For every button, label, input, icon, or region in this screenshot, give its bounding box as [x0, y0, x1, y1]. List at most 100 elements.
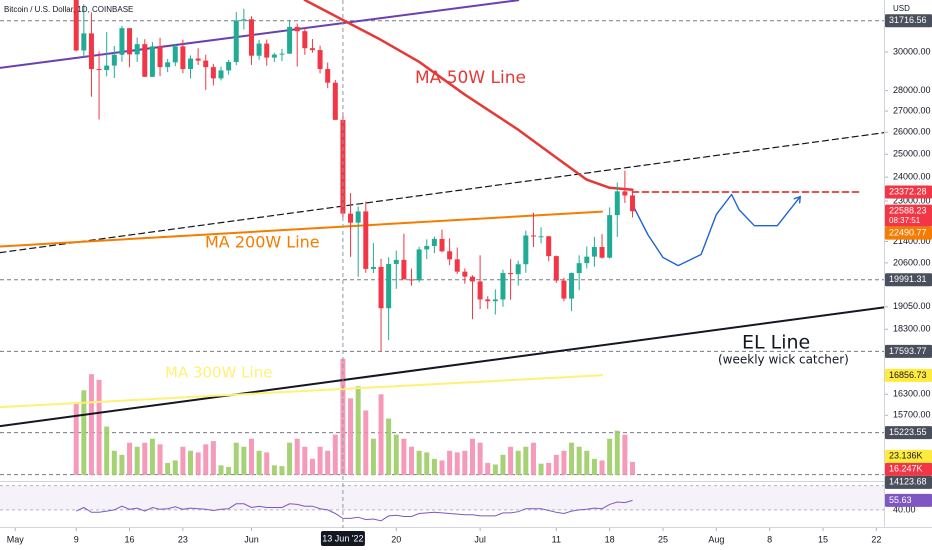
rsi-pane	[0, 485, 884, 522]
candle-body	[409, 279, 415, 281]
price-tag	[885, 493, 932, 507]
candle-body	[256, 43, 262, 56]
candle-body	[393, 259, 399, 264]
volume-bar	[370, 438, 376, 475]
candle-body	[226, 61, 232, 71]
drawing-line	[631, 193, 801, 267]
volume-bar	[180, 446, 186, 475]
volume-bar	[294, 438, 300, 475]
volume-bar	[508, 446, 514, 475]
candle-body	[203, 60, 209, 68]
volume-bar	[599, 460, 605, 475]
candle-body	[142, 44, 148, 77]
price-tag-label: 19991.31	[889, 274, 927, 284]
candle-body	[149, 46, 155, 77]
candle-body	[530, 235, 536, 237]
drawing-line	[0, 374, 603, 409]
candle-body	[607, 215, 613, 258]
volume-bar	[386, 418, 392, 475]
rsi-line	[75, 499, 633, 522]
x-tick-label: 8	[767, 534, 772, 544]
volume-bar	[447, 450, 453, 475]
price-tag-label: 22588.23	[889, 206, 927, 216]
y-tick-label: 19050.00	[893, 301, 931, 311]
x-tick-label: Jun	[244, 534, 259, 544]
price-tag-label: 17593.77	[889, 346, 927, 356]
candle-body	[401, 259, 407, 280]
x-tick-label: 11	[552, 534, 561, 544]
volume-bar	[462, 450, 468, 475]
candle-body	[340, 119, 346, 214]
volume-bar	[393, 434, 399, 475]
price-tag	[885, 449, 932, 463]
price-tag-label: 23372.28	[889, 186, 927, 196]
volume-bar	[546, 462, 552, 475]
candle-body	[309, 48, 315, 51]
candle-body	[439, 238, 445, 252]
volume-bar	[416, 450, 422, 475]
y-tick-label: 25000.00	[893, 149, 931, 159]
candle-body	[363, 211, 369, 269]
volume-bar	[165, 462, 171, 475]
volume-bar	[119, 454, 125, 475]
volume-bar	[248, 438, 254, 475]
volume-bar	[409, 446, 415, 475]
x-tick-label: 22	[871, 534, 881, 544]
volume-bar	[439, 460, 445, 475]
volume-bar	[523, 446, 529, 475]
price-tag	[885, 344, 932, 358]
price-tag	[885, 475, 932, 489]
volume-bar	[226, 466, 232, 475]
candle-body	[332, 82, 338, 120]
candle-body	[454, 259, 460, 272]
candle-body	[134, 44, 140, 55]
price-tag-label: 22490.77	[889, 228, 927, 238]
candle-body	[447, 251, 453, 260]
candle-body	[241, 19, 247, 21]
volume-bar	[96, 379, 102, 475]
x-tick-label: 16	[125, 534, 135, 544]
volume-bar	[81, 390, 87, 475]
y-tick-label: 28000.00	[893, 85, 931, 95]
price-tag-label: 16856.73	[889, 370, 927, 380]
price-tag-label: 14123.68	[889, 477, 927, 487]
volume-bar	[355, 386, 361, 475]
volume-bar	[172, 460, 178, 475]
price-tag-label: 16.247K	[889, 464, 923, 474]
y-tick-label: 21400.00	[893, 236, 931, 246]
y-tick-label: 20600.00	[893, 257, 931, 267]
candle-body	[584, 256, 590, 264]
volume-bar	[469, 438, 475, 475]
price-tag	[885, 368, 932, 382]
drawing-line	[303, 0, 634, 191]
candle-body	[195, 58, 201, 61]
candle-body	[355, 211, 361, 223]
volume-bar	[256, 450, 262, 475]
y-tick-label: 27000.00	[893, 105, 931, 115]
candle-body	[165, 62, 171, 68]
candle-body	[317, 50, 323, 70]
volume-bar	[279, 466, 285, 475]
candle-body	[500, 273, 506, 300]
x-tick-label: 23	[178, 534, 188, 544]
volume-bar	[111, 450, 117, 475]
currency: USD	[893, 4, 910, 13]
volume-bar	[142, 442, 148, 475]
x-tick-label: May	[7, 534, 25, 544]
price-tag	[885, 226, 932, 240]
volume-bar	[241, 446, 247, 475]
volume-bar	[104, 426, 110, 475]
volume-bar	[378, 394, 384, 475]
volume-bar	[309, 458, 315, 475]
candle-body	[218, 70, 224, 79]
y-tick-label: 24000.00	[893, 172, 931, 182]
candle-body	[477, 281, 483, 300]
volume-bar	[149, 438, 155, 475]
volume-bar	[530, 442, 536, 475]
ma200-label: MA 200W Line	[205, 233, 320, 252]
volume-bar	[332, 434, 338, 475]
price-tag-label: 15223.55	[889, 427, 927, 437]
candle-body	[294, 26, 300, 32]
volume-bar	[454, 452, 460, 475]
volume-bar	[88, 374, 94, 475]
